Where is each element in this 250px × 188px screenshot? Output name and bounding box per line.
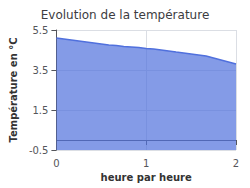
svg-text:heure par heure: heure par heure [101, 172, 192, 183]
svg-text:2: 2 [233, 158, 239, 169]
svg-text:1.5: 1.5 [33, 105, 49, 116]
svg-text:-0.5: -0.5 [29, 145, 49, 156]
svg-text:0: 0 [53, 158, 59, 169]
svg-text:Température en °C: Température en °C [8, 37, 19, 142]
svg-text:5.5: 5.5 [33, 25, 49, 36]
svg-text:Evolution de la température: Evolution de la température [41, 8, 210, 22]
svg-text:1: 1 [143, 158, 149, 169]
svg-text:3.5: 3.5 [33, 65, 49, 76]
